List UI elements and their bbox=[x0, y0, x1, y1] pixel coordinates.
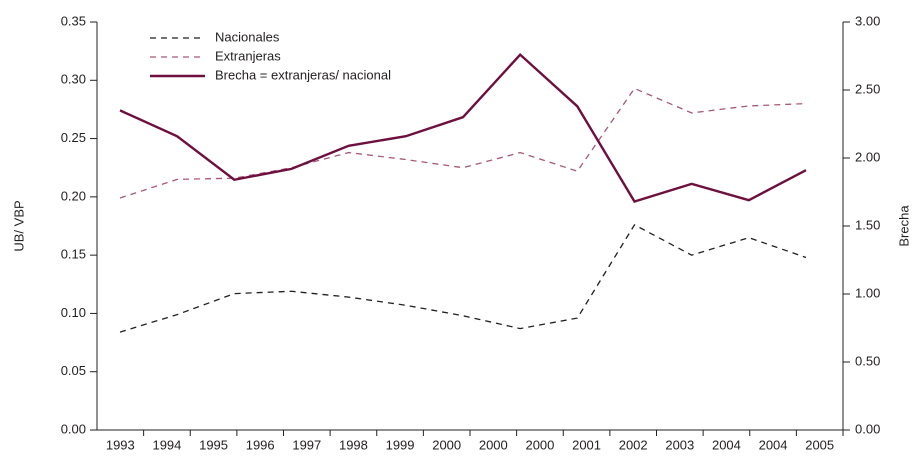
legend-label: Brecha = extranjeras/ nacional bbox=[215, 67, 391, 82]
y-tick-label: 0.30 bbox=[61, 72, 86, 87]
legend-label: Extranjeras bbox=[215, 48, 281, 63]
x-tick-label: 2005 bbox=[805, 437, 834, 452]
y2-tick-label: 1.50 bbox=[855, 217, 880, 232]
y2-tick-label: 2.00 bbox=[855, 149, 880, 164]
y-tick-label: 0.05 bbox=[61, 363, 86, 378]
y-tick-label: 0.00 bbox=[61, 421, 86, 436]
x-tick-label: 2000 bbox=[432, 437, 461, 452]
x-tick-label: 1993 bbox=[106, 437, 135, 452]
y2-tick-label: 3.00 bbox=[855, 13, 880, 28]
x-tick-label: 1994 bbox=[152, 437, 181, 452]
x-tick-label: 2000 bbox=[479, 437, 508, 452]
x-tick-label: 2001 bbox=[572, 437, 601, 452]
x-tick-label: 1998 bbox=[339, 437, 368, 452]
y-tick-label: 0.35 bbox=[61, 13, 86, 28]
legend-label: Nacionales bbox=[215, 29, 280, 44]
x-tick-label: 1996 bbox=[246, 437, 275, 452]
x-tick-label: 2003 bbox=[665, 437, 694, 452]
y2-tick-label: 1.00 bbox=[855, 285, 880, 300]
x-tick-label: 2004 bbox=[759, 437, 788, 452]
y2-tick-label: 0.50 bbox=[855, 353, 880, 368]
y-tick-label: 0.25 bbox=[61, 130, 86, 145]
x-tick-label: 2002 bbox=[619, 437, 648, 452]
series-line bbox=[119, 52, 807, 203]
y-axis-label: UB/ VBP bbox=[11, 200, 26, 251]
y-tick-label: 0.20 bbox=[61, 188, 86, 203]
x-tick-label: 1995 bbox=[199, 437, 228, 452]
series-line bbox=[119, 223, 807, 333]
x-tick-label: 2000 bbox=[525, 437, 554, 452]
x-tick-label: 1997 bbox=[292, 437, 321, 452]
series-line bbox=[119, 87, 807, 199]
y-tick-label: 0.10 bbox=[61, 305, 86, 320]
x-tick-label: 2004 bbox=[712, 437, 741, 452]
x-tick-label: 1999 bbox=[386, 437, 415, 452]
y-tick-label: 0.15 bbox=[61, 247, 86, 262]
y2-tick-label: 0.00 bbox=[855, 421, 880, 436]
y2-tick-label: 2.50 bbox=[855, 81, 880, 96]
y2-axis-label: Brecha bbox=[896, 205, 911, 247]
